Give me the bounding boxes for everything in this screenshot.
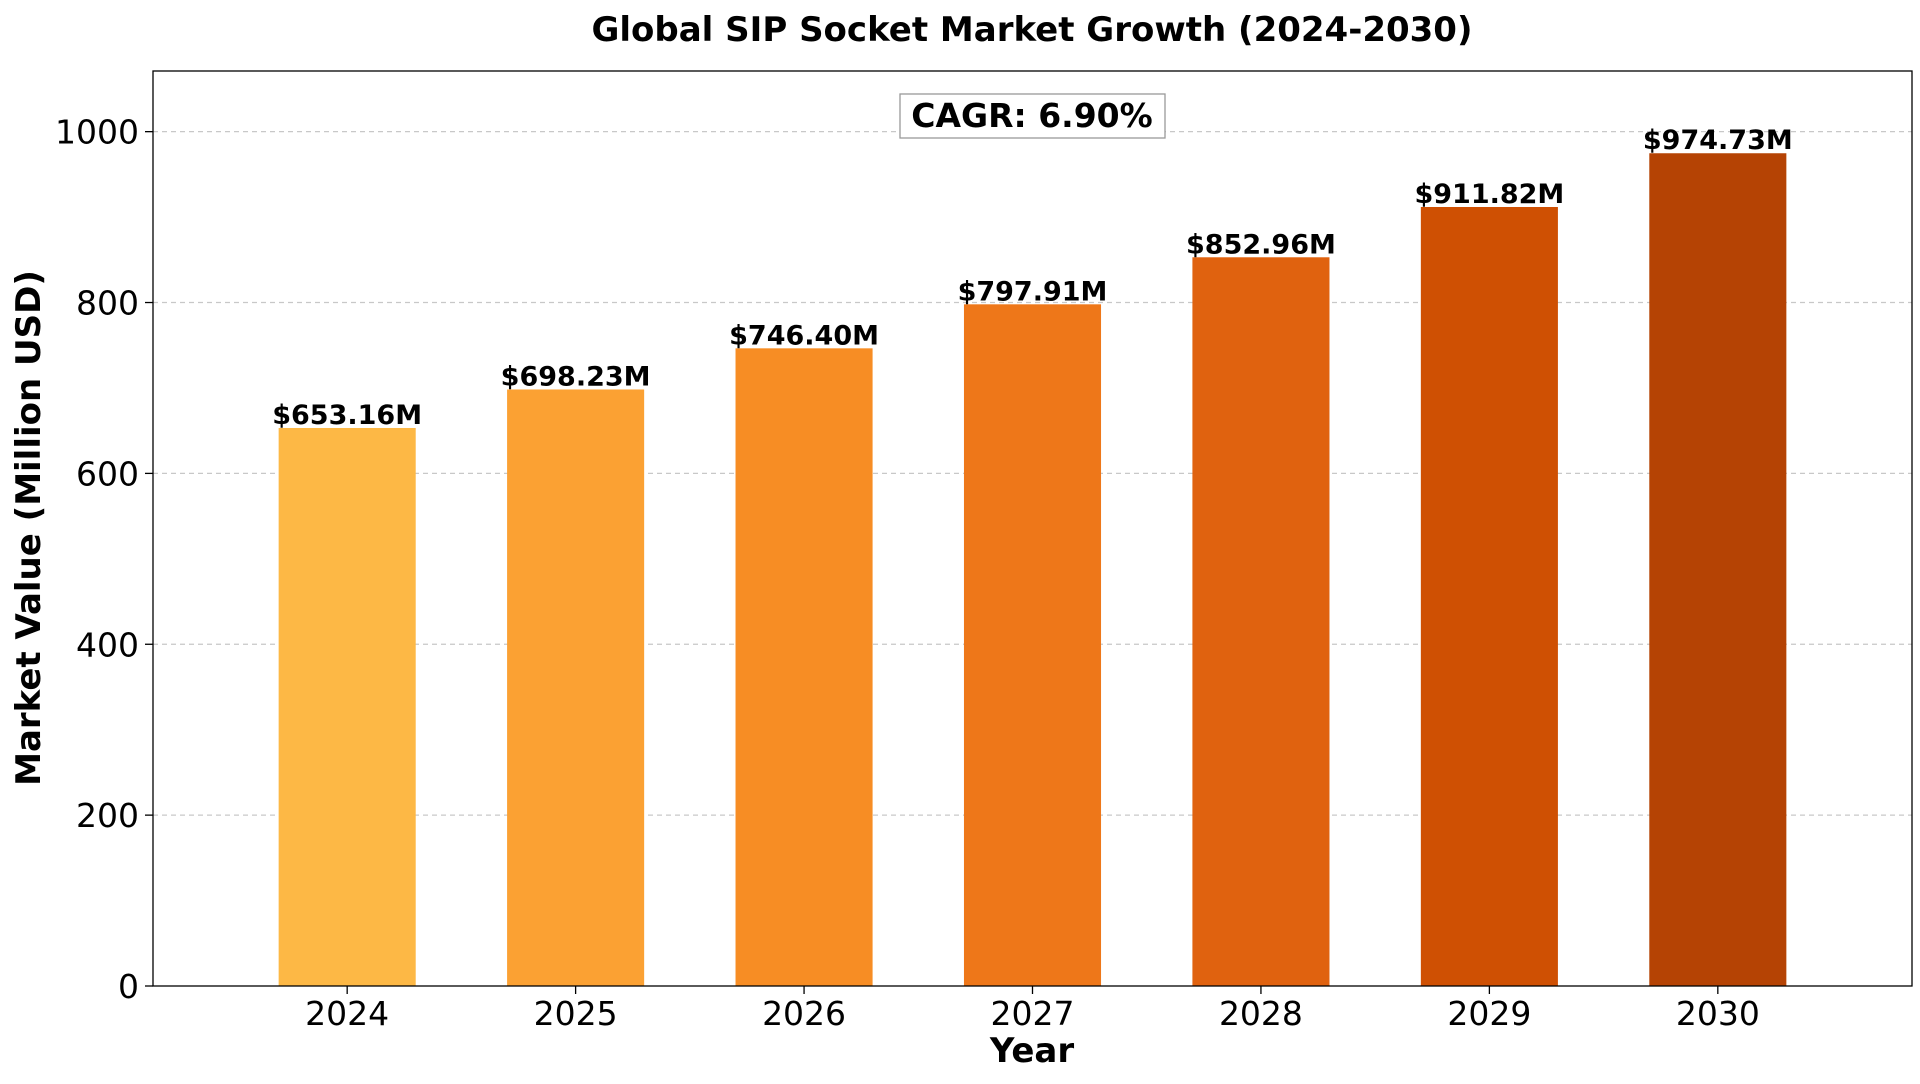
x-tick-label-2028: 2028 xyxy=(1219,994,1303,1033)
y-axis-label: Market Value (Million USD) xyxy=(9,270,49,786)
bar-2024 xyxy=(278,427,416,986)
x-axis-label: Year xyxy=(989,1031,1075,1071)
x-tick-label-2027: 2027 xyxy=(991,994,1075,1033)
chart-title: Global SIP Socket Market Growth (2024-20… xyxy=(591,10,1472,50)
y-tick-label: 200 xyxy=(76,796,139,835)
bar-2029 xyxy=(1420,206,1558,986)
cagr-annotation: CAGR: 6.90% xyxy=(899,93,1166,139)
x-axis-ticks: 2024 2025 2026 2027 2028 2029 2030 xyxy=(305,986,1760,1033)
x-tick-label-2030: 2030 xyxy=(1676,994,1760,1033)
y-tick-label: 600 xyxy=(76,454,139,493)
bar-2028 xyxy=(1192,257,1330,987)
y-tick-label: 0 xyxy=(118,967,139,1006)
x-tick-label-2025: 2025 xyxy=(534,994,618,1033)
y-tick-label: 400 xyxy=(76,625,139,664)
data-label-2028: $852.96M xyxy=(1186,229,1336,260)
data-labels: $653.16M $698.23M $746.40M $797.91M $852.96M… xyxy=(272,125,1793,431)
cagr-text: CAGR: 6.90% xyxy=(911,96,1152,135)
cagr-box-frame xyxy=(899,93,1166,139)
bar-2025 xyxy=(507,389,645,986)
data-label-2029: $911.82M xyxy=(1414,179,1564,210)
data-label-2024: $653.16M xyxy=(272,400,422,431)
bar-2026 xyxy=(735,348,873,986)
bar-2027 xyxy=(963,304,1102,986)
x-tick-label-2026: 2026 xyxy=(762,994,846,1033)
y-tick-label: 1000 xyxy=(55,113,139,152)
data-label-2025: $698.23M xyxy=(501,361,651,392)
bars xyxy=(278,153,1787,987)
x-tick-label-2029: 2029 xyxy=(1447,994,1531,1033)
y-axis-ticks: 0 200 400 600 800 1000 xyxy=(55,113,153,1006)
data-label-2026: $746.40M xyxy=(729,320,879,351)
x-tick-label-2024: 2024 xyxy=(305,994,389,1033)
data-label-2027: $797.91M xyxy=(958,276,1108,307)
bar-2030 xyxy=(1649,153,1787,986)
data-label-2030: $974.73M xyxy=(1643,125,1793,156)
y-tick-label: 800 xyxy=(76,284,139,323)
